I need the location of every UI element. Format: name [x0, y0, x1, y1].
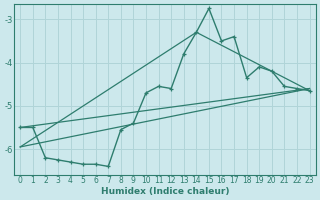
X-axis label: Humidex (Indice chaleur): Humidex (Indice chaleur)	[100, 187, 229, 196]
